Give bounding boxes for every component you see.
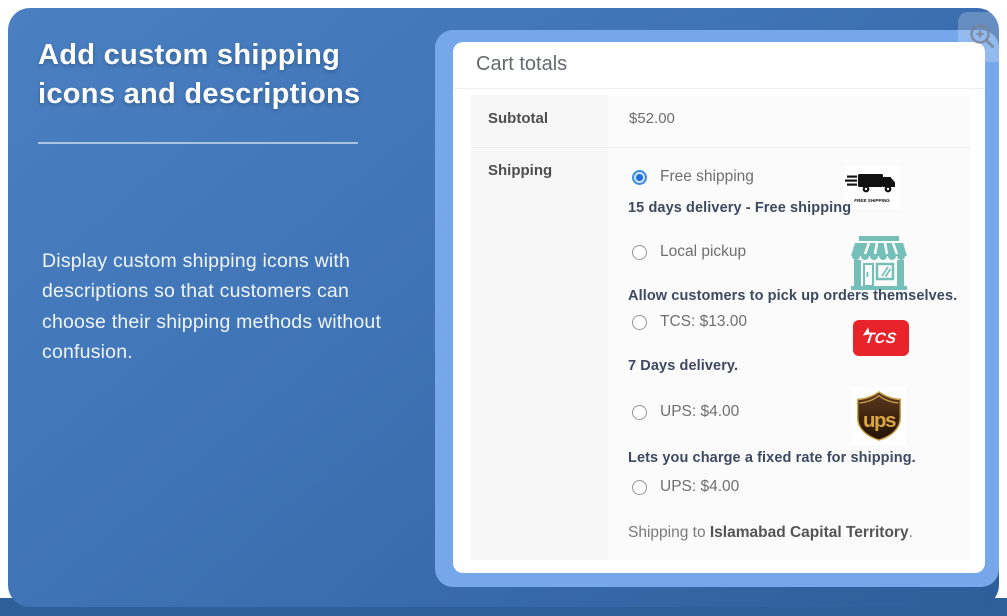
- shipping-option-ups[interactable]: UPS: $4.00: [632, 403, 739, 421]
- promo-banner: Add custom shipping icons and descriptio…: [8, 8, 1006, 607]
- shipping-option-local-pickup[interactable]: Local pickup: [632, 243, 746, 261]
- tcs-logo-icon: TCS: [853, 320, 909, 356]
- cart-totals-card: Cart totals Subtotal Shipping $52.00 Fre…: [453, 42, 985, 573]
- svg-text:ups: ups: [863, 410, 896, 432]
- screenshot-frame: Cart totals Subtotal Shipping $52.00 Fre…: [435, 30, 999, 587]
- shipping-destination-suffix: .: [908, 524, 913, 541]
- totals-label-column: Subtotal Shipping: [471, 95, 608, 560]
- cart-totals-title: Cart totals: [476, 53, 568, 75]
- shipping-option-label[interactable]: Free shipping: [660, 168, 754, 185]
- radio-ups[interactable]: [632, 404, 647, 420]
- shipping-option-description: Allow customers to pick up orders themse…: [628, 288, 958, 304]
- free-shipping-truck-icon: FREE SHIPPING: [844, 166, 900, 209]
- radio-local-pickup[interactable]: [632, 244, 647, 260]
- promo-heading-line1: Add custom shipping: [38, 39, 341, 71]
- shipping-option-label[interactable]: UPS: $4.00: [660, 403, 740, 420]
- shipping-option-description: 15 days delivery - Free shipping: [628, 200, 852, 216]
- promo-description: Display custom shipping icons with descr…: [42, 250, 382, 364]
- shipping-option-description: Lets you charge a fixed rate for shippin…: [628, 450, 916, 466]
- radio-free-shipping[interactable]: [632, 169, 647, 185]
- shipping-option-label[interactable]: Local pickup: [660, 243, 747, 260]
- zoom-in-icon: [970, 24, 994, 48]
- ups-logo-icon: ups: [852, 387, 906, 445]
- subtotal-row-header: Subtotal: [488, 110, 548, 127]
- heading-divider: [38, 142, 358, 144]
- cart-totals-table: Subtotal Shipping $52.00 Free shipping: [471, 95, 970, 560]
- radio-tcs[interactable]: [632, 314, 647, 330]
- shipping-destination: Shipping to Islamabad Capital Territory.: [628, 524, 913, 542]
- totals-value-column: $52.00 Free shipping: [608, 95, 970, 560]
- subtotal-value: $52.00: [629, 110, 675, 127]
- zoom-in-button[interactable]: [958, 12, 1006, 62]
- promo-heading: Add custom shipping icons and descriptio…: [38, 36, 360, 114]
- shipping-option-free-shipping[interactable]: Free shipping: [632, 168, 754, 186]
- shipping-option-tcs[interactable]: TCS: $13.00: [632, 313, 747, 331]
- svg-text:FREE SHIPPING: FREE SHIPPING: [854, 198, 890, 203]
- shipping-destination-prefix: Shipping to: [628, 524, 710, 541]
- shipping-option-label[interactable]: TCS: $13.00: [660, 313, 748, 330]
- shipping-option-ups-2[interactable]: UPS: $4.00: [632, 478, 739, 496]
- shipping-option-label[interactable]: UPS: $4.00: [660, 478, 740, 495]
- promo-heading-line2: icons and descriptions: [38, 77, 361, 110]
- shipping-option-description: 7 Days delivery.: [628, 358, 739, 374]
- title-divider: [453, 88, 985, 89]
- radio-ups-2[interactable]: [632, 479, 647, 495]
- subtotal-row-divider: [471, 147, 970, 148]
- shipping-methods-cell: Free shipping: [608, 147, 970, 560]
- storefront-icon: [849, 235, 909, 291]
- shipping-destination-region: Islamabad Capital Territory: [709, 524, 909, 541]
- shipping-row-header: Shipping: [488, 162, 553, 179]
